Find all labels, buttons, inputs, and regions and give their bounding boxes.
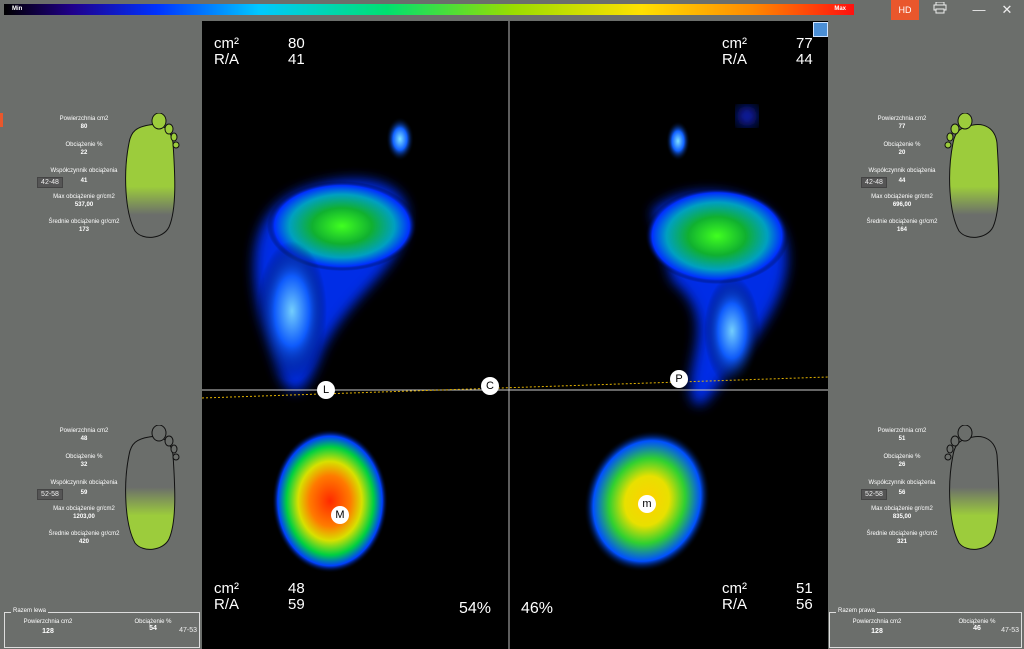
stat-load: Obciążenie % 20 [883,142,921,156]
scale-min-label: Min [12,6,23,12]
stat-load: Obciążenie % 22 [65,142,103,156]
stat-max: Max obciążenie gr/cm2 835,00 [871,506,933,520]
range-box: 42-48 [37,177,63,188]
total-right-group: Razem prawa Powierzchnia cm2 128 Obciążen… [829,608,1022,648]
total-surface: Powierzchnia cm2 128 [852,619,902,635]
printer-icon[interactable] [929,0,951,20]
stat-avg: Średnie obciążenie gr/cm2 420 [48,531,120,545]
pressure-heatmap[interactable]: cm² 80 R/A 41 cm² 77 R/A 44 cm² 48 R/A 59 cm² 5… [202,21,828,649]
right-load-percent: 46% [521,600,554,617]
stat-avg: Średnie obciążenie gr/cm2 164 [866,219,938,233]
total-range: 47-53 [179,627,197,634]
total-load-value: 46 [973,625,981,632]
stat-avg: Średnie obciążenie gr/cm2 173 [48,219,120,233]
marker-l[interactable]: L [317,381,335,399]
total-left-group: Razem lewa Powierzchnia cm2 128 Obciążeni… [4,608,200,648]
foot-rear-icon [944,425,1000,550]
stat-surface: Powierzchnia cm2 48 [59,428,109,442]
stat-coef: Współczynnik obciążenia 41 [50,168,118,184]
stat-surface: Powierzchnia cm2 51 [877,428,927,442]
stat-max: Max obciążenie gr/cm2 1203,00 [53,506,115,520]
group-title: Razem lewa [11,608,49,614]
close-button[interactable]: ✕ [1001,2,1013,17]
marker-m-left[interactable]: M [331,506,349,524]
foot-front-icon [944,113,1000,238]
foot-front-icon [125,113,180,238]
stat-coef: Współczynnik obciążenia 59 [50,480,118,496]
range-box: 52-58 [37,489,63,500]
range-box: 52-58 [861,489,887,500]
total-load: Obciążenie % [134,619,172,625]
right-front-metrics: cm² 77 R/A 44 [722,35,813,68]
group-title: Razem prawa [836,608,878,614]
total-load-value: 54 [149,625,157,632]
scale-max-label: Max [834,6,846,12]
pressure-color-scale: Min Max [4,4,854,15]
stat-avg: Średnie obciążenie gr/cm2 321 [866,531,938,545]
stat-max: Max obciążenie gr/cm2 537,00 [53,194,115,208]
range-box: 42-48 [861,177,887,188]
hd-button[interactable]: HD [891,0,919,20]
stat-coef: Współczynnik obciążenia 44 [868,168,936,184]
total-load: Obciążenie % [958,619,996,625]
refresh-icon[interactable] [813,22,828,37]
left-front-metrics: cm² 80 R/A 41 [214,35,305,68]
stat-surface: Powierzchnia cm2 77 [877,116,927,130]
stat-load: Obciążenie % 26 [883,454,921,468]
stat-load: Obciążenie % 32 [65,454,103,468]
left-load-percent: 54% [459,600,492,617]
stat-max: Max obciążenie gr/cm2 696,00 [871,194,933,208]
marker-m-right[interactable]: m [638,495,656,513]
stat-surface: Powierzchnia cm2 80 [59,116,109,130]
side-accent [0,113,3,127]
heatmap-graphic [202,21,828,649]
total-range: 47-53 [1001,627,1019,634]
marker-p[interactable]: P [670,370,688,388]
right-rear-metrics: cm² 51 R/A 56 [722,580,813,613]
marker-c[interactable]: C [481,377,499,395]
left-rear-metrics: cm² 48 R/A 59 [214,580,305,613]
minimize-button[interactable]: — [972,2,986,17]
total-surface: Powierzchnia cm2 128 [23,619,73,635]
stat-coef: Współczynnik obciążenia 56 [868,480,936,496]
foot-rear-icon [125,425,180,550]
